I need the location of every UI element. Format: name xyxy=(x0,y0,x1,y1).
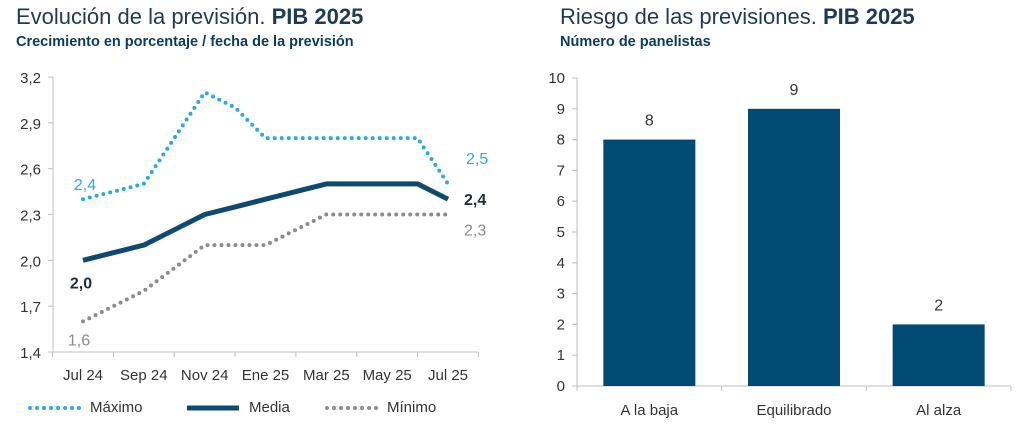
right-chart-subtitle: Número de panelistas xyxy=(560,34,711,50)
x-tick-label: Ene 25 xyxy=(242,367,290,384)
data-label-last: 2,4 xyxy=(464,192,486,209)
x-category-label: Al alza xyxy=(916,402,962,419)
legend-swatch-maximo xyxy=(28,406,84,410)
x-tick-label: Mar 25 xyxy=(303,367,350,384)
y-tick-label: 9 xyxy=(557,101,565,118)
series-line-2 xyxy=(81,212,450,324)
y-tick-label: 3,2 xyxy=(20,70,41,87)
y-tick-label: 4 xyxy=(557,255,565,272)
data-label-first: 2,0 xyxy=(70,275,92,292)
data-label-first: 2,4 xyxy=(74,177,96,194)
left-chart-subtitle: Crecimiento en porcentaje / fecha de la … xyxy=(16,34,354,50)
x-category-label: Equilibrado xyxy=(756,402,831,419)
bar-value-label: 8 xyxy=(645,113,654,130)
bar-1 xyxy=(748,108,840,387)
x-tick-label: Jul 24 xyxy=(63,367,103,384)
y-tick-label: 2,3 xyxy=(20,208,41,225)
left-chart-title: Evolución de la previsión. PIB 2025 xyxy=(16,4,363,30)
y-tick-label: 5 xyxy=(557,224,565,241)
x-category-label: A la baja xyxy=(621,402,679,419)
right-chart-title-bold: PIB 2025 xyxy=(822,4,915,29)
x-tick-label: May 25 xyxy=(363,367,412,384)
legend-swatch-minimo xyxy=(325,406,381,410)
y-tick-label: 6 xyxy=(557,193,565,210)
y-tick-label: 3 xyxy=(557,286,565,303)
x-tick-label: Jul 25 xyxy=(428,367,468,384)
right-chart-title-regular: Riesgo de las previsiones. xyxy=(560,4,817,29)
forecast-evolution-panel: Evolución de la previsión. PIB 2025 Crec… xyxy=(0,0,500,437)
y-tick-label: 8 xyxy=(557,132,565,149)
y-tick-label: 7 xyxy=(557,162,565,179)
y-tick-label: 0 xyxy=(557,378,565,395)
legend-label-minimo: Mínimo xyxy=(387,399,437,416)
legend-label-media: Media xyxy=(249,399,290,416)
series-line-1 xyxy=(82,181,450,263)
legend-swatch-media xyxy=(187,405,239,411)
data-label-last: 2,3 xyxy=(464,223,486,240)
data-label-last: 2,5 xyxy=(466,151,488,168)
bar-0 xyxy=(603,139,696,386)
line-chart: 1,4 1,7 2,0 2,3 2,6 2,9 3,2 Jul 24 Sep 24 Nov 24 E… xyxy=(20,70,488,384)
bar-value-label: 9 xyxy=(790,82,799,99)
forecast-risk-panel: Riesgo de las previsiones. PIB 2025 Núme… xyxy=(520,0,1024,437)
right-chart-title: Riesgo de las previsiones. PIB 2025 xyxy=(560,4,915,30)
x-tick-label: Nov 24 xyxy=(181,367,229,384)
legend-label-maximo: Máximo xyxy=(90,399,143,416)
left-chart-title-bold: PIB 2025 xyxy=(271,4,364,29)
y-tick-label: 1,4 xyxy=(20,345,41,362)
bar-chart: 0 1 2 3 4 5 6 7 8 9 10 8 A la baja 9 Equilibrado 2 Al al… xyxy=(548,70,1012,419)
bar-2 xyxy=(892,324,985,386)
y-tick-label: 10 xyxy=(548,70,565,87)
left-chart-title-regular: Evolución de la previsión. xyxy=(16,4,266,29)
x-tick-label: Sep 24 xyxy=(120,367,168,384)
y-tick-label: 2,6 xyxy=(20,162,41,179)
data-label-first: 1,6 xyxy=(68,332,90,349)
y-tick-label: 2 xyxy=(557,316,565,333)
series-line-0 xyxy=(81,89,450,202)
y-tick-label: 1,7 xyxy=(20,299,41,316)
y-tick-label: 2,9 xyxy=(20,116,41,133)
y-tick-label: 1 xyxy=(557,347,565,364)
bar-value-label: 2 xyxy=(934,297,943,314)
y-tick-label: 2,0 xyxy=(20,253,41,270)
